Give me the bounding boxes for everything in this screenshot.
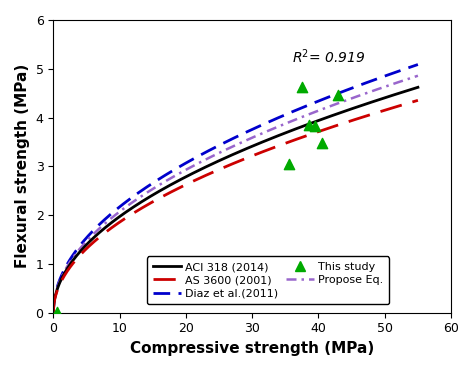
Point [53,309,60,315]
Point [335,92,342,98]
Point [311,124,319,129]
Point [298,84,306,90]
Text: R$^2$= 0.919: R$^2$= 0.919 [292,47,365,66]
Point [305,122,312,128]
Point [318,140,326,146]
Legend: ACI 318 (2014), AS 3600 (2001), Diaz et al.(2011), This study, Propose Eq.: ACI 318 (2014), AS 3600 (2001), Diaz et … [147,256,389,304]
X-axis label: Compressive strength (MPa): Compressive strength (MPa) [130,341,374,356]
Y-axis label: Flexural strength (MPa): Flexural strength (MPa) [15,64,30,269]
Point [285,161,292,167]
